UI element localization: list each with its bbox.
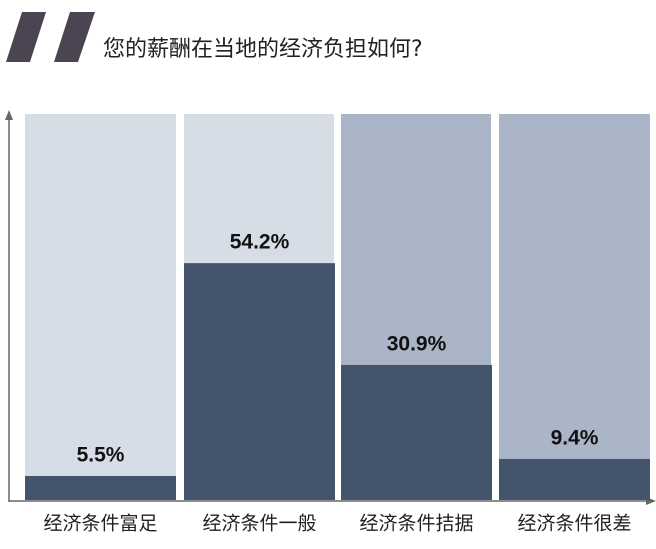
column-bg	[499, 114, 650, 500]
x-tick-label: 经济条件一般	[202, 513, 316, 535]
bar	[184, 263, 335, 500]
value-label: 30.9%	[387, 333, 447, 356]
quote-mark	[54, 12, 95, 62]
axis-arrow	[5, 110, 13, 120]
chart-title: 您的薪酬在当地的经济负担如何?	[103, 37, 423, 62]
column-bg	[25, 114, 176, 500]
value-label: 9.4%	[551, 426, 599, 449]
x-tick-label: 经济条件拮据	[359, 513, 473, 535]
quote-mark	[6, 12, 46, 62]
x-tick-label: 经济条件很差	[517, 513, 631, 535]
bar	[499, 458, 650, 500]
value-label: 54.2%	[230, 231, 290, 254]
bar	[25, 475, 176, 500]
bar	[341, 364, 492, 500]
x-tick-label: 经济条件富足	[43, 513, 157, 535]
value-label: 5.5%	[77, 444, 125, 467]
